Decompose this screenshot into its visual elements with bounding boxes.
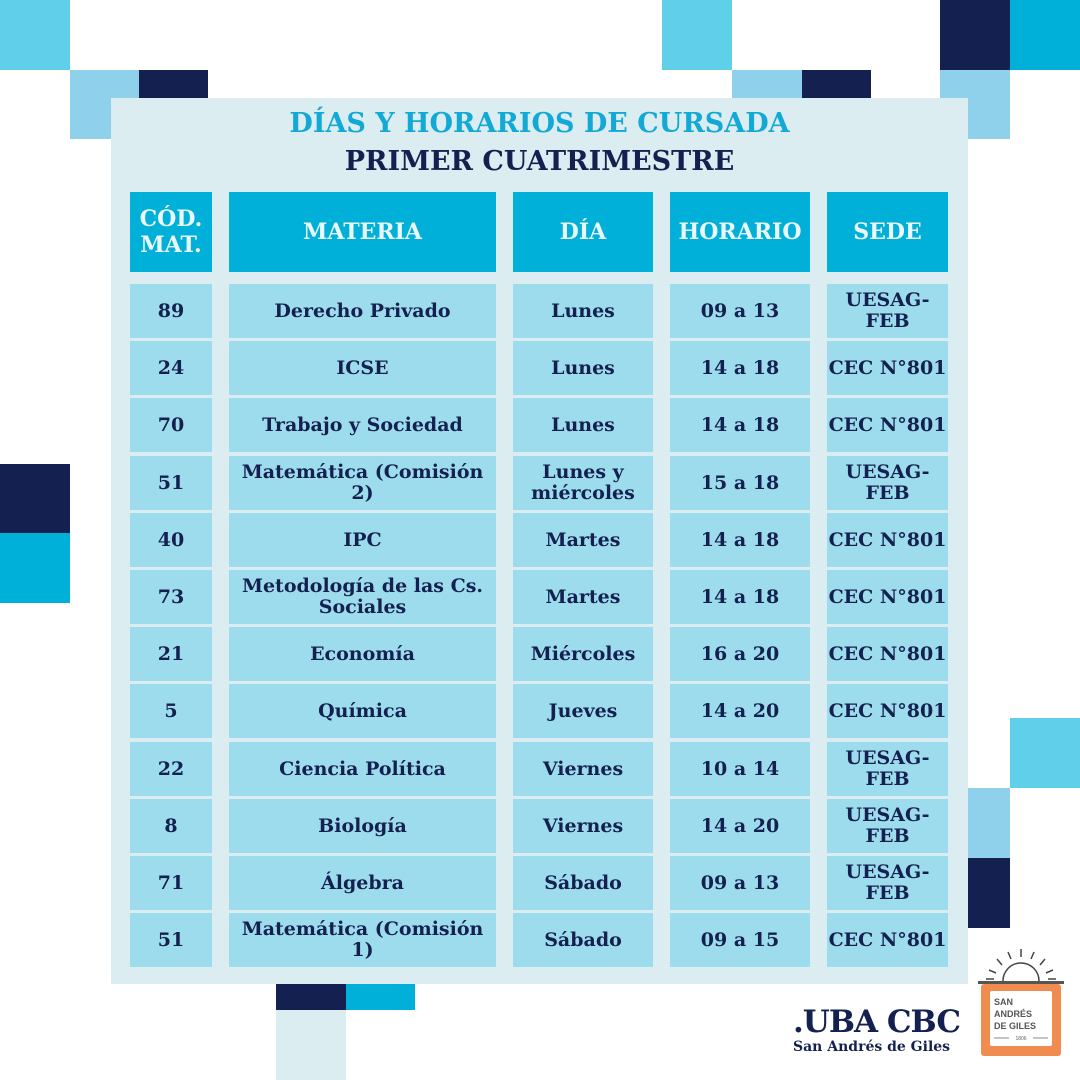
cell-codigo: 51 [130, 913, 212, 967]
cell-codigo: 51 [130, 456, 212, 510]
cell-dia: Lunes [513, 398, 653, 452]
cell-horario: 09 a 15 [670, 913, 810, 967]
cell-codigo: 40 [130, 513, 212, 567]
cell-sede: UESAG-FEB [827, 456, 948, 510]
cell-materia: Economía [229, 627, 496, 681]
cell-materia: Química [229, 684, 496, 738]
cell-dia: Viernes [513, 742, 653, 796]
page-subtitle: PRIMER CUATRIMESTRE [344, 146, 735, 177]
cell-codigo: 71 [130, 856, 212, 910]
svg-text:1806: 1806 [1015, 1036, 1026, 1042]
cell-dia: Martes [513, 513, 653, 567]
cell-materia: Metodología de las Cs. Sociales [229, 570, 496, 624]
uba-cbc-brand: .UBA CBC [793, 1004, 961, 1040]
cell-materia: ICSE [229, 341, 496, 395]
cell-codigo: 8 [130, 799, 212, 853]
cell-horario: 14 a 20 [670, 799, 810, 853]
cell-horario: 14 a 20 [670, 684, 810, 738]
page-title: DÍAS Y HORARIOS DE CURSADA [289, 108, 790, 139]
cell-dia: Jueves [513, 684, 653, 738]
cell-codigo: 5 [130, 684, 212, 738]
cell-codigo: 24 [130, 341, 212, 395]
cell-sede: CEC N°801 [827, 398, 948, 452]
cell-horario: 09 a 13 [670, 856, 810, 910]
cell-sede: CEC N°801 [827, 341, 948, 395]
cell-dia: Miércoles [513, 627, 653, 681]
svg-text:DE GILES: DE GILES [994, 1021, 1036, 1031]
cell-sede: CEC N°801 [827, 627, 948, 681]
cell-sede: UESAG-FEB [827, 856, 948, 910]
san-andres-de-giles-logo: SAN ANDRÉS DE GILES 1806 [978, 949, 1064, 1056]
cell-dia: Sábado [513, 913, 653, 967]
cell-materia: Matemática (Comisión 1) [229, 913, 496, 967]
cell-materia: Matemática (Comisión 2) [229, 456, 496, 510]
cell-dia: Lunes [513, 284, 653, 338]
header-sede: SEDE [827, 192, 948, 272]
cell-sede: CEC N°801 [827, 684, 948, 738]
cell-dia: Lunes [513, 341, 653, 395]
svg-text:SAN: SAN [994, 997, 1013, 1007]
cell-codigo: 21 [130, 627, 212, 681]
uba-cbc-subtitle: San Andrés de Giles [793, 1039, 951, 1055]
cell-dia: Lunes y miércoles [513, 456, 653, 510]
cell-materia: Ciencia Política [229, 742, 496, 796]
cell-codigo: 73 [130, 570, 212, 624]
svg-text:ANDRÉS: ANDRÉS [994, 1009, 1032, 1019]
cell-sede: UESAG-FEB [827, 284, 948, 338]
cell-horario: 14 a 18 [670, 513, 810, 567]
cell-dia: Viernes [513, 799, 653, 853]
header-codigo: CÓD. MAT. [130, 192, 212, 272]
cell-horario: 16 a 20 [670, 627, 810, 681]
cell-sede: CEC N°801 [827, 513, 948, 567]
cell-sede: UESAG-FEB [827, 799, 948, 853]
cell-horario: 14 a 18 [670, 398, 810, 452]
cell-horario: 10 a 14 [670, 742, 810, 796]
cell-horario: 14 a 18 [670, 570, 810, 624]
header-horario: HORARIO [670, 192, 810, 272]
cell-materia: IPC [229, 513, 496, 567]
cell-codigo: 70 [130, 398, 212, 452]
cell-sede: CEC N°801 [827, 570, 948, 624]
cell-codigo: 89 [130, 284, 212, 338]
header-materia: MATERIA [229, 192, 496, 272]
cell-materia: Derecho Privado [229, 284, 496, 338]
cell-dia: Martes [513, 570, 653, 624]
cell-dia: Sábado [513, 856, 653, 910]
cell-materia: Trabajo y Sociedad [229, 398, 496, 452]
cell-horario: 15 a 18 [670, 456, 810, 510]
cell-horario: 09 a 13 [670, 284, 810, 338]
cell-materia: Biología [229, 799, 496, 853]
cell-sede: CEC N°801 [827, 913, 948, 967]
header-dia: DÍA [513, 192, 653, 272]
cell-codigo: 22 [130, 742, 212, 796]
cell-materia: Álgebra [229, 856, 496, 910]
cell-horario: 14 a 18 [670, 341, 810, 395]
cell-sede: UESAG-FEB [827, 742, 948, 796]
